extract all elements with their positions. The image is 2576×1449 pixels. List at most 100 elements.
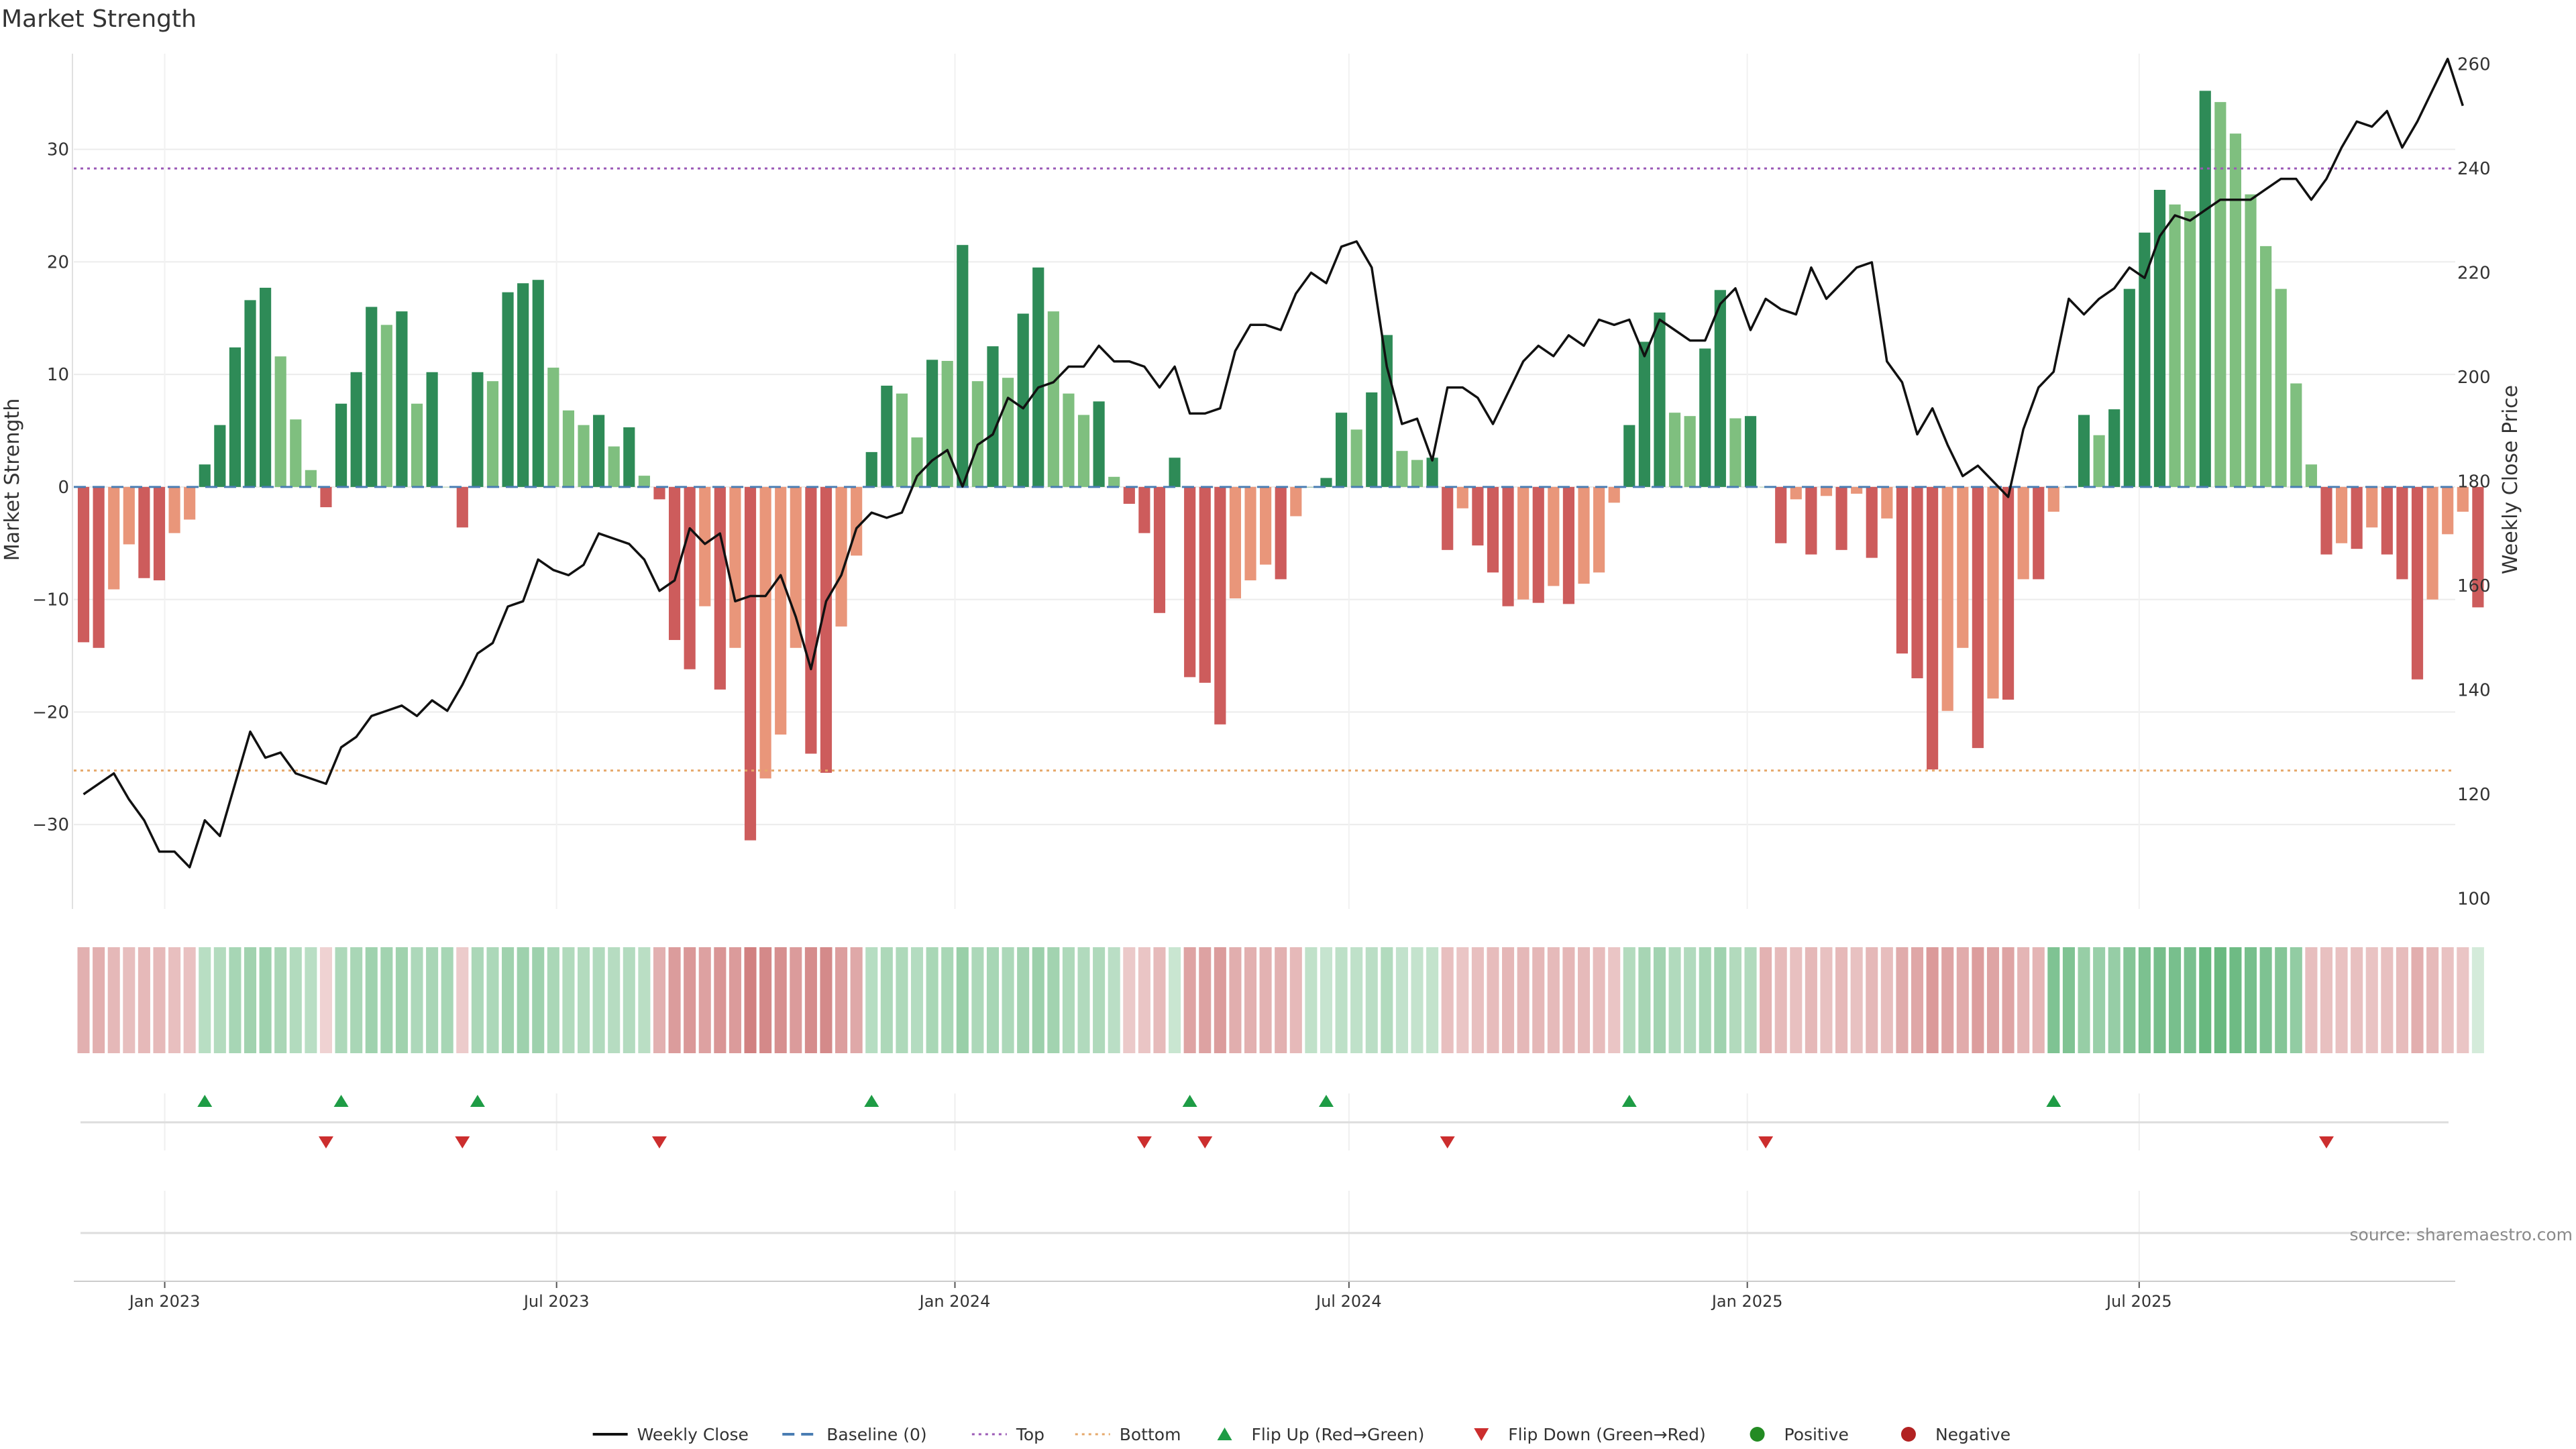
strip-cell: [1850, 947, 1863, 1053]
strength-bar: [2153, 189, 2166, 487]
strip-cell: [1350, 947, 1363, 1053]
strength-bar: [532, 280, 544, 487]
right-tick-label: 160: [2457, 576, 2491, 596]
strength-bar: [2184, 211, 2196, 487]
strip-cell: [2017, 947, 2030, 1053]
strength-bar: [2033, 486, 2045, 580]
strength-bar: [775, 486, 787, 735]
strip-cell: [2138, 947, 2151, 1053]
strength-bar: [2260, 246, 2272, 487]
strength-bar: [1093, 401, 1105, 487]
strength-bar: [502, 292, 514, 487]
strip-cell: [1820, 947, 1833, 1053]
strength-bar: [790, 486, 802, 648]
strip-cell: [1941, 947, 1954, 1053]
strip-cell: [744, 947, 757, 1053]
strip-cell: [199, 947, 211, 1053]
strength-bar: [1987, 486, 1999, 699]
legend-label: Positive: [1784, 1425, 1849, 1444]
strength-bar: [184, 486, 196, 520]
legend-item: Top: [971, 1425, 1044, 1444]
axes: −30 −20 −10 0 10 20 30 100 120 140 160 180 200 220 240…: [32, 54, 2491, 1311]
strip-cell: [259, 947, 272, 1053]
strength-bar: [699, 486, 711, 606]
strip-cell: [1002, 947, 1014, 1053]
strength-bar: [2351, 486, 2363, 549]
strip-cell: [2078, 947, 2090, 1053]
right-axis-label: Weekly Close Price: [2499, 385, 2522, 574]
flip-up-marker: [2046, 1095, 2061, 1107]
reference-lines: [74, 167, 2455, 772]
right-tick-label: 180: [2457, 472, 2491, 492]
strip-cell: [2471, 947, 2484, 1053]
strength-bar: [987, 346, 999, 487]
strip-cell: [319, 947, 333, 1053]
strip-cell: [2062, 947, 2075, 1053]
strength-bar: [1017, 313, 1029, 487]
strength-bar: [2017, 486, 2029, 580]
strip-cell: [153, 947, 166, 1053]
strip-cell: [2275, 947, 2288, 1053]
strength-bar: [2199, 91, 2211, 487]
strip-cell: [395, 947, 408, 1053]
strength-bar: [547, 368, 559, 487]
strip-cell: [971, 947, 984, 1053]
strength-bar: [668, 486, 681, 641]
strip-cell: [986, 947, 1000, 1053]
strip-cell: [729, 947, 741, 1053]
legend: Weekly Close Baseline (0) Top Bottom Flip Up…: [592, 1425, 2010, 1444]
strength-bar: [1502, 486, 1514, 606]
strip-cell: [1305, 947, 1318, 1053]
legend-swatch: [1474, 1428, 1489, 1441]
legend-item: Flip Down (Green→Red): [1474, 1425, 1706, 1444]
strength-bar: [911, 437, 923, 487]
strip-cell: [1866, 947, 1878, 1053]
strength-bar: [578, 425, 590, 487]
flip-down-marker: [1136, 1136, 1152, 1148]
left-tick-label: −10: [32, 590, 69, 610]
strip-cell: [547, 947, 559, 1053]
strength-bar: [380, 325, 392, 487]
strip-cell: [456, 947, 469, 1053]
strength-bar: [1456, 486, 1468, 508]
legend-swatch: [1217, 1428, 1232, 1440]
strength-bar: [1199, 486, 1211, 683]
strength-bar: [1063, 393, 1075, 487]
strength-bar: [1244, 486, 1256, 581]
legend-label: Baseline (0): [826, 1425, 926, 1444]
strength-bar: [865, 451, 877, 487]
strength-bar: [714, 486, 726, 690]
strength-bar: [2123, 288, 2135, 487]
strength-bar: [396, 311, 408, 487]
strip-cell: [2457, 947, 2469, 1053]
strip-cell: [835, 947, 848, 1053]
strip-cell: [2305, 947, 2318, 1053]
strength-bar: [1972, 486, 1984, 749]
strip-cell: [1335, 947, 1348, 1053]
strip-cell: [1471, 947, 1484, 1053]
strength-bar: [2229, 133, 2242, 487]
strip-cell: [1456, 947, 1469, 1053]
strip-cell: [1729, 947, 1741, 1053]
strength-bar: [1169, 458, 1181, 487]
strip-cell: [1395, 947, 1408, 1053]
strength-bar: [1578, 486, 1590, 584]
right-tick-label: 120: [2457, 785, 2491, 805]
strength-bar: [168, 486, 180, 533]
legend-label: Negative: [1935, 1425, 2010, 1444]
strength-bar: [1668, 413, 1681, 487]
strip-cell: [77, 947, 90, 1053]
strip-cell: [1032, 947, 1044, 1053]
strength-bar: [2442, 486, 2454, 535]
strength-bar: [214, 425, 226, 487]
strength-bar: [1290, 486, 1302, 517]
strip-cell: [820, 947, 833, 1053]
strip-cell: [1289, 947, 1302, 1053]
flip-down-marker: [455, 1136, 470, 1148]
strip-cell: [1911, 947, 1924, 1053]
left-axis-label: Market Strength: [1, 398, 24, 561]
left-tick-label: 0: [58, 478, 69, 498]
legend-item: Weekly Close: [592, 1425, 749, 1444]
strength-bar: [1381, 335, 1393, 487]
strip-cell: [1062, 947, 1075, 1053]
